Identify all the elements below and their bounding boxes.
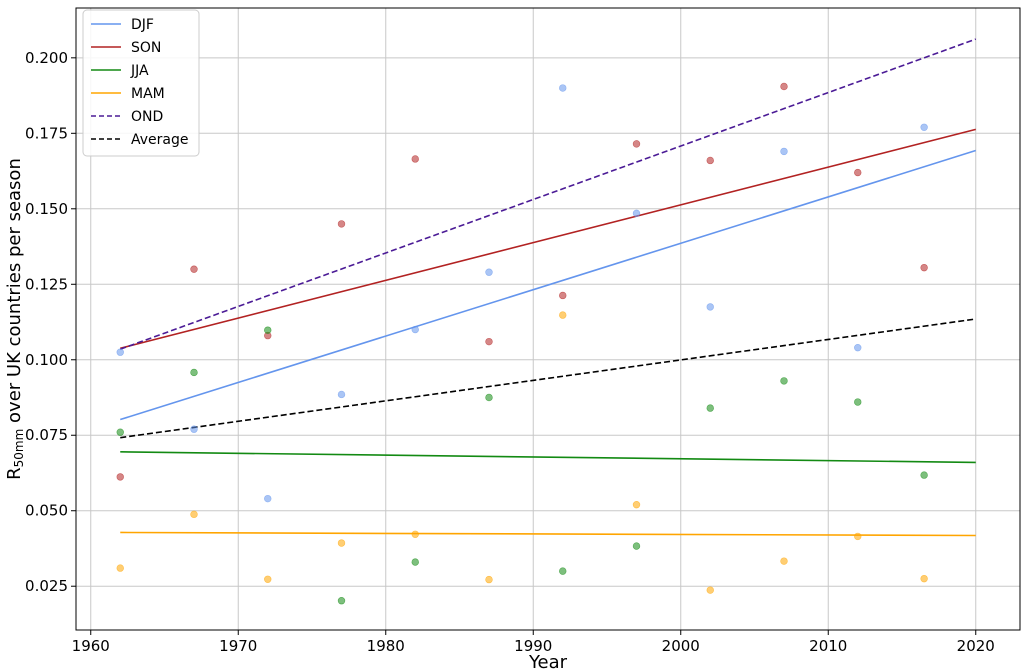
djf-data-point [920,123,928,131]
jja-data-point [559,567,567,575]
son-data-point [780,82,788,91]
djf-data-point [264,494,272,503]
jja-data-point [485,393,493,402]
y-axis-title-subscript: 50mm [12,429,26,468]
mam-data-point [411,530,419,538]
x-tick-label: 1970 [219,637,257,655]
y-tick-label: 0.150 [25,200,68,218]
jja-data-point [411,558,419,566]
y-tick-label: 0.200 [25,49,68,67]
legend-label-son: SON [131,40,161,56]
y-tick-label: 0.100 [25,351,68,369]
x-tick-label: 1960 [72,637,110,655]
son-data-point [485,337,493,346]
jja-data-point [854,398,862,406]
jja-data-point [116,428,124,436]
djf-trend-line [120,149,976,421]
mam-data-point [854,532,862,541]
y-tick-label: 0.050 [25,502,68,520]
djf-data-point [485,268,493,276]
mam-trend-line [120,531,976,537]
mam-data-point [116,564,124,572]
djf-data-point [190,425,198,433]
x-tick-label: 2000 [662,637,700,655]
son-data-point [632,140,641,148]
legend-label-djf: DJF [131,17,154,33]
djf-data-point [337,390,346,399]
djf-data-point [780,147,788,156]
y-axis-ticks: 0.025 0.050 0.075 0.100 0.125 0.150 0.175 0.200 [25,49,76,595]
djf-data-point [854,343,862,352]
data-points [116,82,928,605]
mam-data-point [559,311,567,319]
legend-label-mam: MAM [131,86,165,102]
x-tick-label: 1980 [367,637,405,655]
mam-data-point [920,574,928,583]
son-data-point [854,168,862,177]
legend-label-average: Average [131,132,189,148]
son-data-point [706,156,714,165]
djf-data-point [559,84,567,92]
jja-data-point [337,597,346,605]
x-tick-label: 1990 [514,637,552,655]
son-data-point [920,263,928,272]
x-axis-title: Year [528,652,568,672]
legend-label-jja: JJA [130,63,149,79]
djf-data-point [116,348,124,356]
y-tick-label: 0.025 [25,577,68,595]
jja-data-point [264,326,272,334]
y-axis-title-prefix: R [4,467,25,480]
mam-data-point [485,575,493,584]
djf-data-point [706,303,714,311]
djf-data-point [411,325,419,334]
jja-data-point [706,404,714,412]
mam-data-point [780,557,788,565]
legend-label-ond: OND [131,109,163,125]
son-data-point [190,265,198,273]
jja-data-point [632,542,641,550]
son-data-point [559,291,567,300]
y-axis-title: R50mm over UK countries per season [4,158,26,480]
x-tick-label: 2010 [809,637,847,655]
y-tick-label: 0.075 [25,426,68,444]
jja-trend-line [120,451,976,464]
jja-data-point [920,471,928,479]
trend-lines [119,38,977,537]
grid [76,8,1020,630]
average-trend-line [120,318,976,439]
mam-data-point [264,575,272,583]
legend: DJF SON JJA MAM OND Average [82,9,200,157]
son-data-point [116,473,124,481]
jja-data-point [190,368,198,377]
y-axis-title-suffix: over UK countries per season [4,158,25,429]
mam-data-point [190,510,198,519]
son-trend-line [120,128,976,350]
x-axis-ticks: 1960 1970 1980 1990 2000 2010 2020 [72,630,995,655]
mam-data-point [632,500,641,509]
mam-data-point [706,586,714,594]
y-tick-label: 0.175 [25,124,68,142]
x-tick-label: 2020 [957,637,995,655]
mam-data-point [337,539,346,547]
plot-area-frame [75,7,1021,631]
ond-trend-line [119,38,977,350]
son-data-point [337,220,346,228]
son-data-point [411,155,419,163]
djf-data-point [632,209,641,218]
y-tick-label: 0.125 [25,275,68,293]
jja-data-point [780,377,788,385]
